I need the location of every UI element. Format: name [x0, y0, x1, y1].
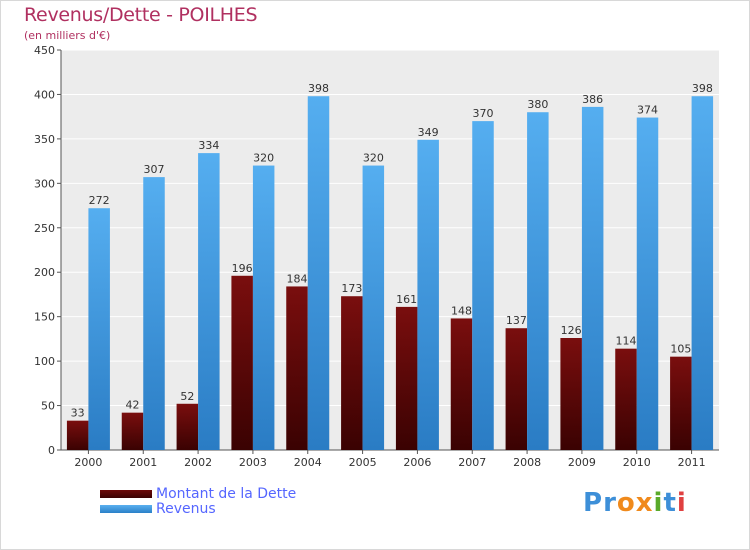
bar-revenue	[252, 165, 275, 451]
y-tick-label: 450	[34, 44, 55, 57]
bar-debt	[66, 420, 89, 450]
bar-revenue	[636, 117, 659, 451]
data-label-debt: 105	[670, 343, 691, 356]
bar-debt	[615, 348, 637, 450]
x-tick-label: 2008	[513, 456, 541, 469]
bar-revenue	[88, 208, 110, 450]
bar-debt	[286, 286, 308, 450]
bar-revenue	[307, 96, 330, 450]
bar-revenue	[362, 165, 385, 451]
y-tick-label: 200	[34, 266, 55, 279]
bar-debt	[121, 412, 144, 450]
y-tick-label: 250	[34, 222, 55, 235]
bar-debt	[395, 306, 418, 450]
data-label-debt: 126	[561, 324, 582, 337]
legend-item-revenue: Revenus	[100, 501, 216, 517]
data-label-debt: 33	[71, 407, 85, 420]
logo-letter: P	[583, 488, 604, 518]
bar-revenue	[143, 177, 165, 450]
data-label-revenue: 320	[253, 152, 274, 165]
data-label-revenue: 380	[527, 98, 548, 111]
logo-letter: i	[653, 488, 664, 518]
bar-debt	[670, 356, 692, 450]
data-label-revenue: 320	[363, 152, 384, 165]
x-tick-label: 2000	[74, 456, 102, 469]
logo-letter: x	[635, 488, 654, 518]
legend-swatch-revenue	[100, 505, 152, 513]
data-label-revenue: 398	[692, 82, 713, 95]
y-tick-label: 400	[34, 88, 55, 101]
bar-debt	[560, 338, 582, 450]
bar-revenue	[581, 106, 604, 450]
data-label-debt: 196	[232, 262, 253, 275]
proxiti-logo: Proxiti	[583, 488, 687, 518]
x-tick-label: 2001	[129, 456, 157, 469]
data-label-debt: 42	[126, 399, 140, 412]
bar-debt	[341, 296, 363, 450]
chart-subtitle: (en milliers d'€)	[24, 29, 111, 42]
y-tick-label: 350	[34, 133, 55, 146]
logo-letter: r	[603, 488, 617, 518]
data-label-revenue: 334	[198, 139, 219, 152]
bar-revenue	[198, 153, 220, 450]
legend-label-debt: Montant de la Dette	[156, 486, 297, 502]
data-label-revenue: 272	[89, 194, 110, 207]
y-tick-label: 150	[34, 311, 55, 324]
bar-revenue	[691, 96, 714, 450]
data-label-revenue: 386	[582, 93, 603, 106]
bar-revenue	[527, 112, 549, 450]
data-label-revenue: 398	[308, 82, 329, 95]
data-label-revenue: 307	[144, 163, 165, 176]
x-tick-label: 2003	[239, 456, 267, 469]
logo-letter: t	[663, 488, 677, 518]
bar-revenue	[417, 139, 439, 450]
data-label-debt: 137	[506, 314, 527, 327]
x-tick-label: 2005	[349, 456, 377, 469]
data-label-debt: 173	[341, 282, 362, 295]
x-tick-label: 2010	[623, 456, 651, 469]
bar-debt	[231, 275, 253, 450]
x-tick-label: 2002	[184, 456, 212, 469]
data-label-revenue: 349	[418, 126, 439, 139]
x-tick-label: 2004	[294, 456, 322, 469]
x-tick-label: 2009	[568, 456, 596, 469]
bar-debt	[505, 328, 528, 450]
x-tick-label: 2011	[678, 456, 706, 469]
bar-debt	[450, 318, 473, 450]
y-tick-label: 50	[41, 400, 55, 413]
data-label-debt: 114	[616, 335, 637, 348]
legend-item-debt: Montant de la Dette	[100, 486, 296, 502]
bar-revenue	[472, 121, 494, 450]
x-tick-label: 2007	[458, 456, 486, 469]
plot-area	[61, 50, 719, 450]
chart-title: Revenus/Dette - POILHES	[24, 4, 258, 26]
y-tick-label: 100	[34, 355, 55, 368]
data-label-debt: 161	[396, 293, 417, 306]
data-label-revenue: 374	[637, 104, 658, 117]
logo-letter: o	[616, 488, 636, 518]
bar-debt	[176, 403, 199, 450]
x-tick-label: 2006	[403, 456, 431, 469]
y-tick-label: 0	[48, 444, 55, 457]
legend-label-revenue: Revenus	[156, 501, 216, 517]
data-label-revenue: 370	[473, 107, 494, 120]
y-tick-label: 300	[34, 177, 55, 190]
logo-letter: i	[676, 488, 687, 518]
data-label-debt: 52	[180, 390, 194, 403]
legend-swatch-debt	[100, 490, 152, 498]
data-label-debt: 184	[287, 272, 308, 285]
data-label-debt: 148	[451, 304, 472, 317]
